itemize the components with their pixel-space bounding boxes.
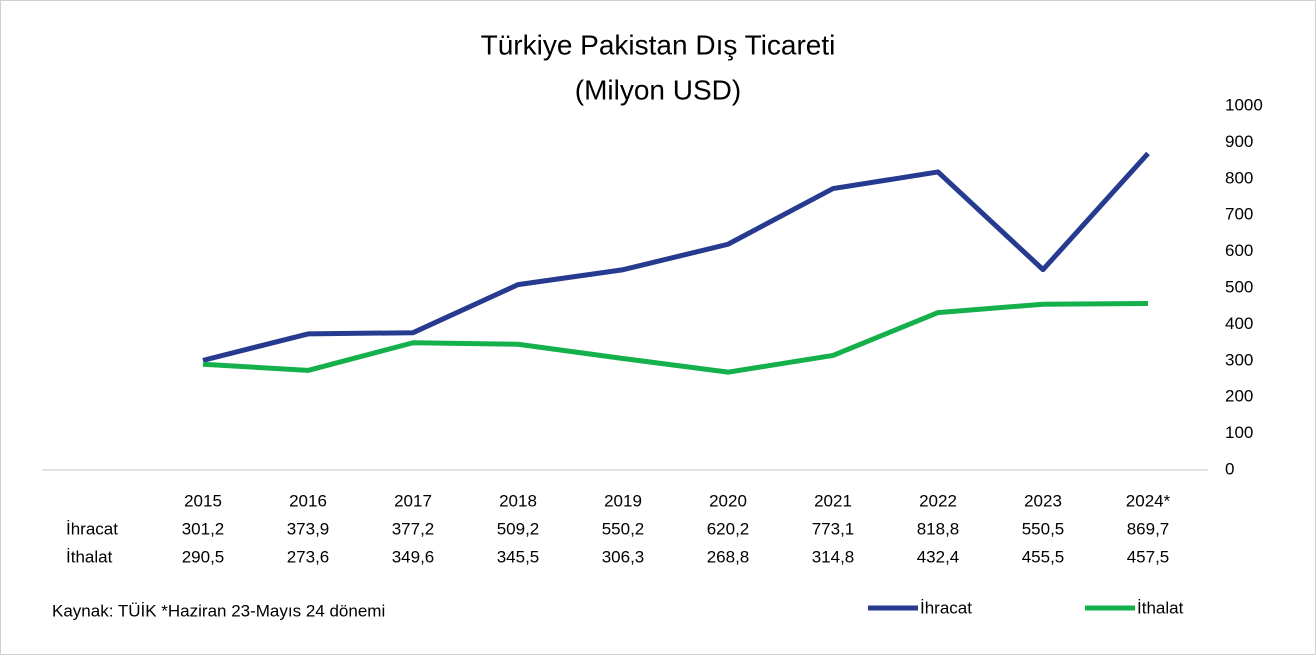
x-tick-label: 2021 <box>814 491 852 510</box>
table-row-label: İhracat <box>66 519 118 538</box>
table-value: 373,9 <box>287 519 330 538</box>
series-line <box>202 151 1150 363</box>
y-tick-label: 300 <box>1225 350 1253 369</box>
table-value: 550,5 <box>1022 519 1065 538</box>
x-tick-label: 2019 <box>604 491 642 510</box>
x-tick-label: 2020 <box>709 491 747 510</box>
y-tick-label: 900 <box>1225 132 1253 151</box>
table-value: 432,4 <box>917 547 960 566</box>
y-tick-label: 200 <box>1225 387 1253 406</box>
y-tick-label: 0 <box>1225 459 1234 478</box>
y-tick-label: 800 <box>1225 168 1253 187</box>
x-tick-label: 2018 <box>499 491 537 510</box>
table-value: 377,2 <box>392 519 435 538</box>
x-tick-label: 2015 <box>184 491 222 510</box>
x-tick-label: 2022 <box>919 491 957 510</box>
x-tick-label: 2024* <box>1126 491 1171 510</box>
chart-title: Türkiye Pakistan Dış Ticareti <box>481 29 836 60</box>
table-value: 869,7 <box>1127 519 1170 538</box>
series-line <box>202 300 1149 375</box>
table-value: 290,5 <box>182 547 225 566</box>
table-value: 273,6 <box>287 547 330 566</box>
table-value: 550,2 <box>602 519 645 538</box>
legend-label: İhracat <box>920 598 972 617</box>
source-note: Kaynak: TÜİK *Haziran 23-Mayıs 24 dönemi <box>52 601 385 620</box>
table-value: 773,1 <box>812 519 855 538</box>
table-value: 306,3 <box>602 547 645 566</box>
table-value: 620,2 <box>707 519 750 538</box>
table-value: 345,5 <box>497 547 540 566</box>
y-tick-label: 700 <box>1225 205 1253 224</box>
table-value: 818,8 <box>917 519 960 538</box>
y-tick-label: 100 <box>1225 423 1253 442</box>
table-value: 268,8 <box>707 547 750 566</box>
table-value: 314,8 <box>812 547 855 566</box>
table-value: 349,6 <box>392 547 435 566</box>
y-tick-label: 600 <box>1225 241 1253 260</box>
table-value: 457,5 <box>1127 547 1170 566</box>
y-tick-label: 500 <box>1225 277 1253 296</box>
table-value: 455,5 <box>1022 547 1065 566</box>
table-row-label: İthalat <box>66 547 113 566</box>
y-tick-label: 1000 <box>1225 95 1263 114</box>
chart-subtitle: (Milyon USD) <box>575 74 741 105</box>
y-tick-label: 400 <box>1225 314 1253 333</box>
x-tick-label: 2023 <box>1024 491 1062 510</box>
table-value: 301,2 <box>182 519 225 538</box>
table-value: 509,2 <box>497 519 540 538</box>
legend-label: İthalat <box>1137 598 1184 617</box>
x-tick-label: 2017 <box>394 491 432 510</box>
x-tick-label: 2016 <box>289 491 327 510</box>
